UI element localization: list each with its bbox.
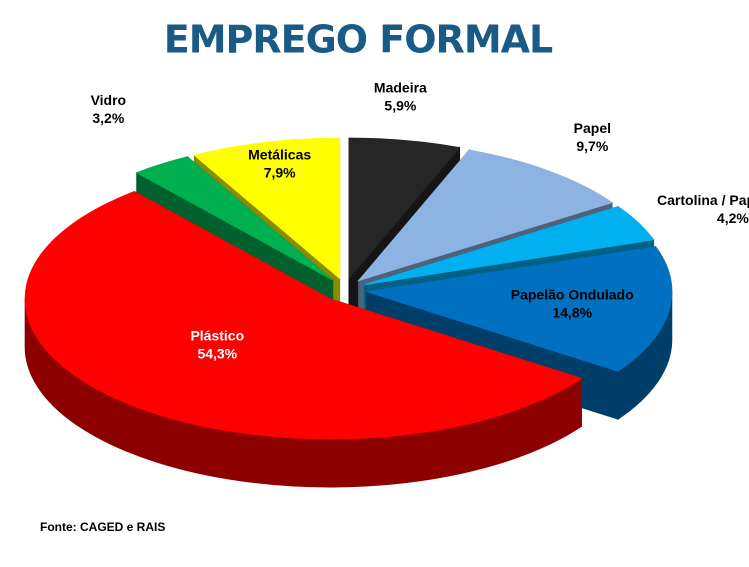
slice-top — [364, 206, 655, 286]
slice-label: Papelão Ondulado — [511, 286, 634, 302]
slice-value-label: 7,9% — [264, 164, 296, 180]
slice-top — [24, 191, 583, 440]
slice-label: Papel — [574, 120, 611, 136]
slice-top — [193, 137, 341, 280]
slice-value-label: 9,7% — [576, 138, 608, 154]
slice-value-label: 3,2% — [92, 110, 124, 126]
chart-title: EMPREGO FORMAL — [164, 18, 553, 62]
slice-top — [357, 149, 614, 282]
slice-value-label: 5,9% — [384, 97, 416, 113]
slice-top — [348, 137, 461, 280]
slice-label: Plástico — [190, 328, 244, 344]
slice-label: Vidro — [91, 92, 127, 108]
pie-slice — [24, 190, 583, 488]
slice-label: Madeira — [374, 79, 427, 95]
slice-top — [135, 156, 333, 281]
slice-label: Metálicas — [248, 146, 311, 162]
source-note: Fonte: CAGED e RAIS — [40, 520, 165, 534]
slice-label: Cartolina / Papelcartão — [657, 192, 749, 208]
slice-value-label: 54,3% — [197, 346, 237, 362]
slice-value-label: 14,8% — [552, 304, 592, 320]
slice-value-label: 4,2% — [717, 210, 749, 226]
slice-top — [366, 246, 673, 372]
